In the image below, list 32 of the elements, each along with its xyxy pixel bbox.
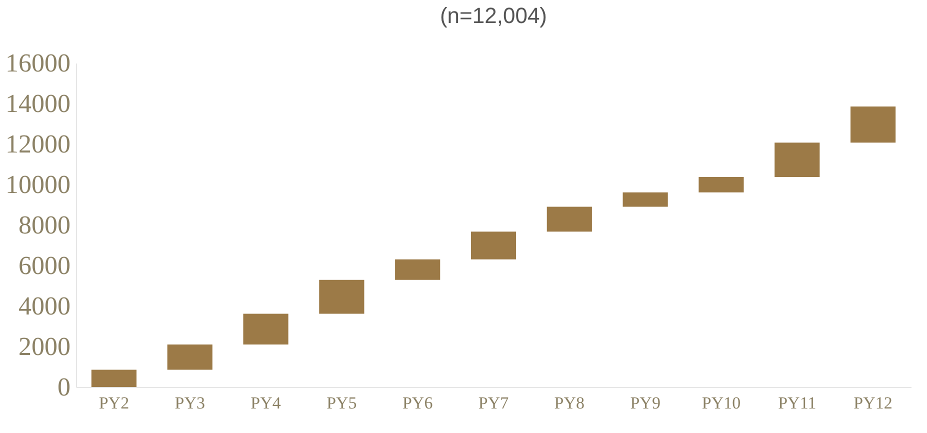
bar bbox=[243, 314, 288, 344]
chart-title: (n=12,004) bbox=[440, 3, 548, 28]
y-tick-label: 14000 bbox=[6, 89, 70, 118]
bar bbox=[319, 280, 364, 314]
bar bbox=[395, 259, 440, 280]
y-tick-label: 10000 bbox=[6, 170, 70, 199]
x-tick-label: PY5 bbox=[326, 394, 357, 412]
x-tick-label: PY8 bbox=[554, 394, 585, 412]
bar bbox=[622, 192, 668, 207]
bar bbox=[470, 232, 516, 260]
x-tick-label: PY2 bbox=[98, 394, 130, 412]
x-tick-label: PY6 bbox=[402, 394, 433, 412]
x-tick-label: PY11 bbox=[778, 394, 816, 412]
bar bbox=[91, 370, 136, 387]
x-tick-label: PY4 bbox=[250, 394, 282, 412]
y-tick-label: 6000 bbox=[18, 251, 70, 280]
bar bbox=[698, 177, 744, 192]
y-tick-label: 4000 bbox=[18, 292, 70, 320]
bar bbox=[546, 206, 592, 232]
y-tick-label: 2000 bbox=[18, 332, 70, 361]
y-tick-label: 0 bbox=[58, 372, 70, 402]
bar bbox=[850, 106, 896, 143]
y-tick-label: 16000 bbox=[6, 48, 70, 78]
y-tick-label: 12000 bbox=[6, 130, 70, 158]
x-tick-label: PY9 bbox=[630, 394, 660, 412]
x-tick-label: PY7 bbox=[478, 394, 510, 412]
x-tick-label: PY3 bbox=[174, 394, 205, 412]
x-tick-label: PY12 bbox=[854, 394, 892, 412]
x-tick-label: PY10 bbox=[702, 394, 741, 412]
y-tick-label: 8000 bbox=[18, 210, 70, 240]
bar bbox=[774, 142, 820, 178]
bar bbox=[167, 344, 212, 370]
